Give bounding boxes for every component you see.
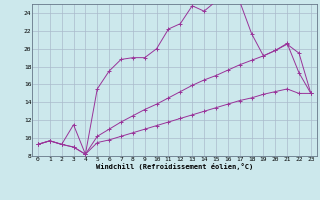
X-axis label: Windchill (Refroidissement éolien,°C): Windchill (Refroidissement éolien,°C) — [96, 163, 253, 170]
